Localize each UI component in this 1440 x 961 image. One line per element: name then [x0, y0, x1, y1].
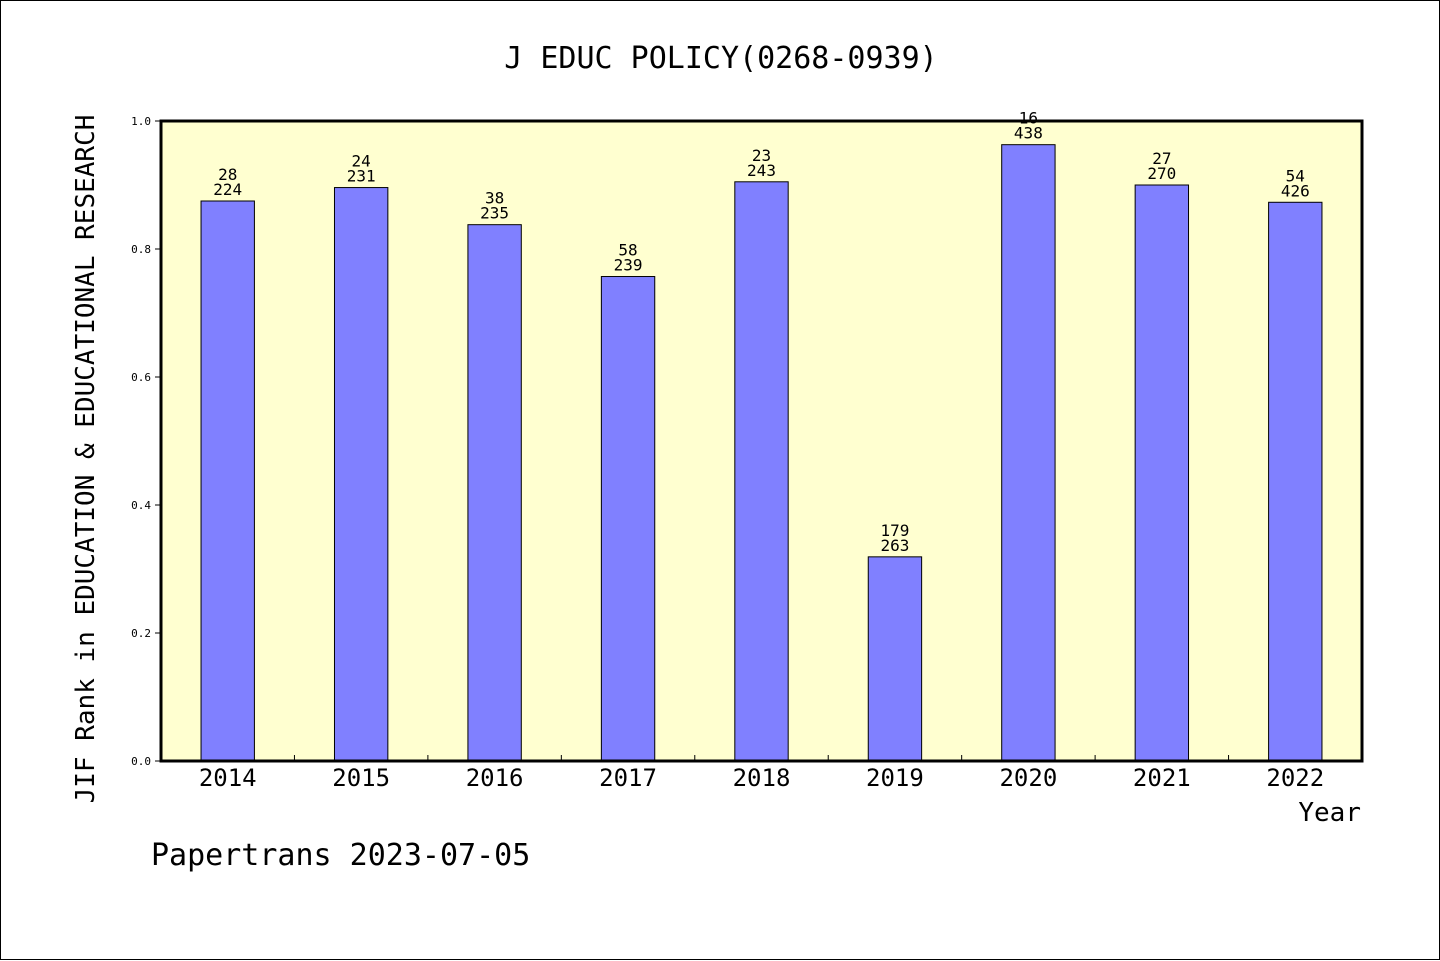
bar-2015 — [333, 187, 389, 762]
x-tick-label: 2022 — [1266, 764, 1324, 792]
x-tick-label: 2019 — [866, 764, 924, 792]
bar-total-label: 224 — [213, 180, 242, 199]
x-tick-label: 2015 — [332, 764, 390, 792]
y-tick-label: 0.4 — [131, 499, 151, 512]
bar-total-label: 231 — [347, 167, 376, 186]
bar-rank-label: 23 — [752, 146, 771, 165]
bar-total-label: 263 — [880, 536, 909, 555]
chart-title: J EDUC POLICY(0268-0939) — [504, 41, 937, 76]
bar-2021 — [1134, 184, 1190, 762]
x-axis-label: Year — [1298, 798, 1361, 828]
bar-total-label: 426 — [1281, 181, 1310, 200]
y-axis-label: JIF Rank in EDUCATION & EDUCATIONAL RESE… — [71, 115, 101, 804]
bar-2018 — [734, 181, 789, 762]
y-axis-ticks: 0.0 0.2 0.4 0.6 0.8 1.0 — [131, 115, 161, 768]
bar-rank-label: 27 — [1152, 149, 1171, 168]
bar-2020 — [1001, 144, 1056, 762]
x-axis-ticks: 2014 2015 2016 2017 2018 2019 2020 2021 2022 — [199, 755, 1324, 792]
bar-total-label: 239 — [614, 256, 643, 275]
x-tick-label: 2016 — [466, 764, 524, 792]
bar-total-label: 235 — [480, 204, 509, 223]
x-tick-label: 2017 — [599, 764, 657, 792]
y-tick-label: 0.8 — [131, 243, 151, 256]
bar-rank-label: 16 — [1019, 109, 1038, 128]
bar-2016 — [467, 224, 522, 762]
bar-rank-label: 24 — [352, 152, 371, 171]
bar-rank-label: 38 — [485, 189, 504, 208]
y-tick-label: 0.2 — [131, 627, 151, 640]
plot-border — [159, 119, 1364, 763]
bar-rank-label: 179 — [880, 521, 909, 540]
y-tick-label: 0.6 — [131, 371, 151, 384]
y-tick-label: 0.0 — [131, 755, 151, 768]
bar-rank-label: 28 — [218, 165, 237, 184]
footer-credit: Papertrans 2023-07-05 — [151, 838, 530, 873]
bar-rank-label: 54 — [1286, 166, 1305, 185]
bar-2014 — [200, 200, 255, 762]
bar-2019 — [867, 556, 923, 762]
x-tick-label: 2020 — [999, 764, 1057, 792]
bar-rank-label: 58 — [618, 241, 637, 260]
bar-total-label: 270 — [1147, 164, 1176, 183]
bar-2022 — [1268, 201, 1323, 762]
x-tick-label: 2021 — [1133, 764, 1191, 792]
bar-total-label: 243 — [747, 161, 776, 180]
x-tick-label: 2014 — [199, 764, 257, 792]
bar-total-label: 438 — [1014, 124, 1043, 143]
y-tick-label: 1.0 — [131, 115, 151, 128]
bar-2017 — [600, 276, 656, 762]
x-tick-label: 2018 — [733, 764, 791, 792]
